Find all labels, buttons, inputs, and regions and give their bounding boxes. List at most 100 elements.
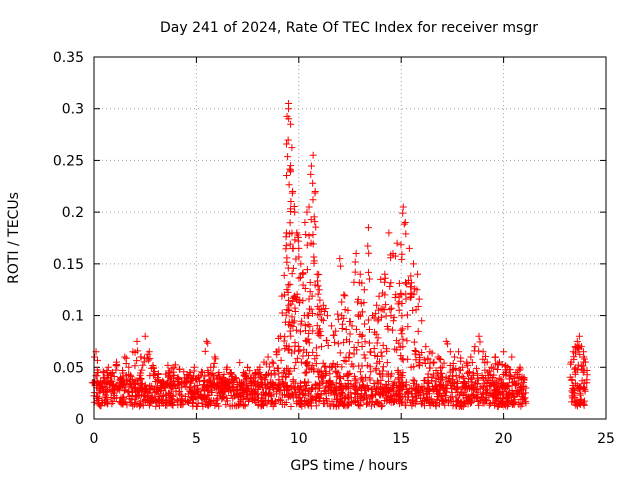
- scatter-point: [322, 305, 330, 313]
- scatter-point: [333, 395, 341, 403]
- scatter-point: [572, 400, 580, 408]
- scatter-point: [447, 381, 455, 389]
- data-series: [88, 100, 591, 411]
- scatter-point: [388, 386, 396, 394]
- scatter-point: [430, 358, 438, 366]
- scatter-point: [575, 384, 583, 392]
- scatter-point: [285, 307, 293, 315]
- scatter-point: [283, 258, 291, 266]
- scatter-point: [285, 318, 293, 326]
- scatter-point: [120, 395, 128, 403]
- scatter-point: [201, 393, 209, 401]
- scatter-point: [260, 388, 268, 396]
- scatter-point: [281, 333, 289, 341]
- x-axis-label: GPS time / hours: [290, 458, 407, 474]
- scatter-point: [96, 384, 104, 392]
- scatter-point: [271, 371, 279, 379]
- scatter-point: [466, 399, 474, 407]
- scatter-point: [296, 328, 304, 336]
- scatter-point: [200, 376, 208, 384]
- scatter-point: [122, 360, 130, 368]
- scatter-point: [465, 381, 473, 389]
- scatter-point: [234, 401, 242, 409]
- scatter-point: [414, 302, 422, 310]
- scatter-point: [317, 306, 325, 314]
- scatter-point: [127, 372, 135, 380]
- scatter-point: [275, 346, 283, 354]
- scatter-point: [372, 365, 380, 373]
- scatter-point: [214, 381, 222, 389]
- scatter-point: [452, 402, 460, 410]
- scatter-point: [501, 382, 509, 390]
- scatter-point: [138, 380, 146, 388]
- scatter-point: [374, 334, 382, 342]
- scatter-point: [573, 366, 581, 374]
- scatter-point: [582, 358, 590, 366]
- scatter-point: [296, 394, 304, 402]
- scatter-point: [133, 357, 141, 365]
- scatter-point: [393, 346, 401, 354]
- scatter-point: [352, 325, 360, 333]
- scatter-point: [365, 249, 373, 257]
- scatter-point: [261, 376, 269, 384]
- scatter-point: [110, 372, 118, 380]
- scatter-point: [278, 292, 286, 300]
- scatter-point: [266, 378, 274, 386]
- scatter-point: [408, 390, 416, 398]
- scatter-point: [291, 339, 299, 347]
- scatter-point: [379, 289, 387, 297]
- scatter-point: [137, 375, 145, 383]
- scatter-point: [316, 368, 324, 376]
- y-axis-label: ROTI / TECUs: [6, 192, 22, 284]
- scatter-point: [460, 397, 468, 405]
- scatter-point: [138, 366, 146, 374]
- scatter-point: [326, 402, 334, 410]
- scatter-point: [442, 384, 450, 392]
- scatter-point: [199, 402, 207, 410]
- scatter-point: [398, 399, 406, 407]
- scatter-point: [575, 345, 583, 353]
- scatter-point: [370, 314, 378, 322]
- scatter-point: [305, 339, 313, 347]
- scatter-point: [152, 402, 160, 410]
- scatter-point: [244, 384, 252, 392]
- scatter-point: [262, 360, 270, 368]
- y-tick-label: 0: [75, 412, 84, 428]
- scatter-point: [314, 290, 322, 298]
- scatter-point: [374, 399, 382, 407]
- scatter-point: [204, 339, 212, 347]
- x-tick-label: 25: [597, 431, 615, 447]
- scatter-point: [372, 310, 380, 318]
- scatter-point: [311, 187, 319, 195]
- scatter-point: [468, 358, 476, 366]
- scatter-point: [379, 363, 387, 371]
- scatter-point: [460, 389, 468, 397]
- scatter-point: [285, 369, 293, 377]
- plot-frame: [93, 56, 607, 420]
- scatter-point: [310, 213, 318, 221]
- scatter-point: [190, 367, 198, 375]
- scatter-point: [175, 365, 183, 373]
- scatter-point: [174, 374, 182, 382]
- scatter-point: [410, 290, 418, 298]
- scatter-point: [107, 372, 115, 380]
- scatter-point: [272, 399, 280, 407]
- scatter-point: [288, 144, 296, 152]
- scatter-point: [252, 399, 260, 407]
- scatter-point: [456, 399, 464, 407]
- scatter-point: [257, 374, 265, 382]
- scatter-point: [573, 337, 581, 345]
- scatter-point: [412, 356, 420, 364]
- scatter-point: [377, 402, 385, 410]
- scatter-point: [489, 364, 497, 372]
- scatter-point: [366, 275, 374, 283]
- scatter-point: [405, 276, 413, 284]
- scatter-point: [446, 393, 454, 401]
- scatter-point: [296, 386, 304, 394]
- scatter-point: [345, 371, 353, 379]
- scatter-point: [378, 402, 386, 410]
- scatter-point: [346, 338, 354, 346]
- scatter-point: [109, 398, 117, 406]
- scatter-point: [285, 100, 293, 108]
- scatter-point: [282, 242, 290, 250]
